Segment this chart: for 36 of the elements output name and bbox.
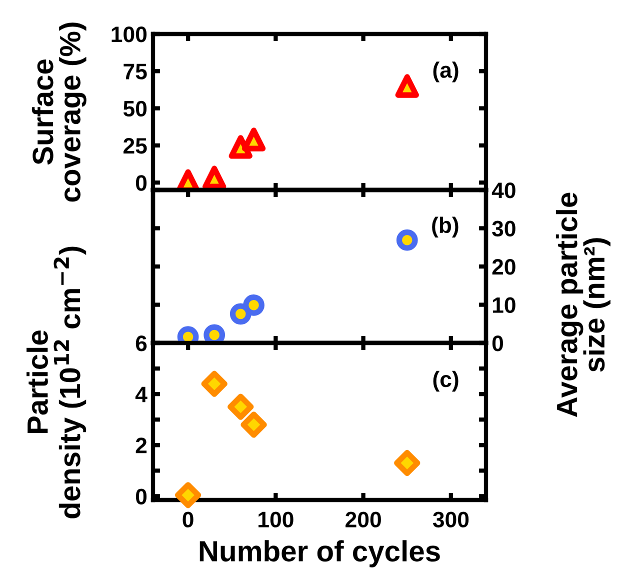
point — [240, 412, 267, 438]
point — [395, 74, 419, 98]
x-tick-label: 0 — [182, 512, 194, 528]
y-tick-label: 0 — [136, 175, 147, 191]
y-tick-label: 4 — [135, 386, 148, 402]
point — [396, 229, 418, 251]
point — [242, 128, 266, 152]
x-tick-label: 200 — [346, 512, 381, 528]
y2-tick-label: 10 — [492, 297, 516, 314]
point — [174, 482, 202, 508]
y-axis-title: Surface coverage (%) — [32, 22, 86, 202]
x-tick-label: 100 — [258, 512, 294, 528]
point — [394, 450, 420, 476]
point — [243, 294, 264, 316]
y2-tick-label: 20 — [492, 259, 516, 275]
point — [230, 303, 252, 325]
y-tick-label: 2 — [136, 438, 147, 454]
annotation: (a) — [433, 62, 458, 82]
point — [228, 394, 254, 420]
point — [201, 370, 228, 397]
y-tick-label: 25 — [124, 138, 147, 154]
y2-tick-label: 0 — [492, 336, 504, 352]
x-tick-label: 300 — [432, 512, 469, 528]
x-axis-title: Number of cycles — [200, 540, 440, 568]
y2-axis-title: Average particle size (nm²) — [556, 192, 610, 417]
y-tick-label: 75 — [124, 64, 147, 80]
annotation: (c) — [433, 370, 458, 392]
y2-tick-label: 30 — [492, 220, 516, 237]
y-tick-label: 0 — [136, 488, 147, 504]
y-tick-label: 6 — [136, 336, 147, 352]
y-axis-title: Particle density (10$^{12}$ cm$^{−2}$) — [26, 246, 86, 518]
y2-tick-label: 40 — [492, 182, 516, 198]
y-tick-label: 50 — [123, 100, 147, 117]
annotation: (b) — [432, 216, 458, 238]
point — [202, 166, 226, 190]
y-tick-label: 100 — [112, 26, 147, 42]
